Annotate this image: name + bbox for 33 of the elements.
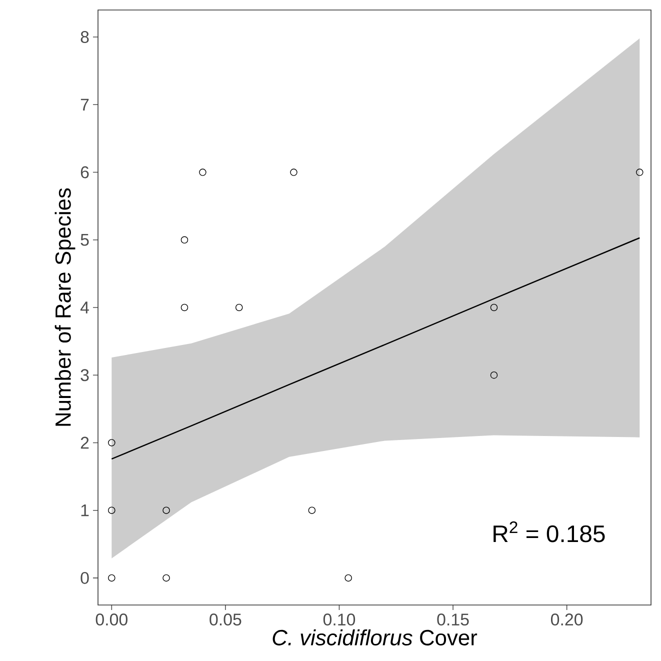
- point: [162, 574, 170, 582]
- point: [490, 304, 498, 312]
- annotation: R$^{2}$ = 0.185: [494, 521, 605, 542]
- point: [199, 168, 206, 176]
- point: [344, 574, 352, 582]
- point: [235, 304, 243, 312]
- point: [308, 506, 316, 514]
- y-tick-label: 0: [80, 572, 89, 584]
- x-tick-label: 0.10: [323, 614, 356, 626]
- y-tick-label: 2: [80, 436, 89, 449]
- y-axis-title: Number of Rare Species: [54, 188, 76, 426]
- y-tick-label: 1: [81, 504, 89, 516]
- point: [108, 506, 116, 514]
- x-tick-label: 0.00: [96, 614, 128, 626]
- x-axis-title: C. viscidiflorus Cover: [272, 629, 478, 646]
- x-tick-label: 0.20: [550, 614, 583, 626]
- point: [490, 371, 498, 379]
- point: [108, 574, 116, 582]
- point: [180, 304, 188, 312]
- y-tick-label: 4: [80, 302, 89, 314]
- y-tick-label: 3: [80, 369, 89, 382]
- point: [108, 439, 116, 446]
- x-tick-label: 0.15: [437, 614, 469, 626]
- y-tick-label: 8: [80, 31, 89, 44]
- line-series: [111, 237, 640, 460]
- point: [180, 236, 188, 244]
- y-tick-label: 6: [80, 166, 89, 178]
- y-tick-label: 5: [80, 234, 89, 246]
- point: [162, 506, 170, 514]
- x-tick-label: 0.05: [210, 614, 242, 626]
- point: [636, 168, 644, 176]
- point: [290, 168, 298, 176]
- y-tick-label: 7: [80, 98, 89, 110]
